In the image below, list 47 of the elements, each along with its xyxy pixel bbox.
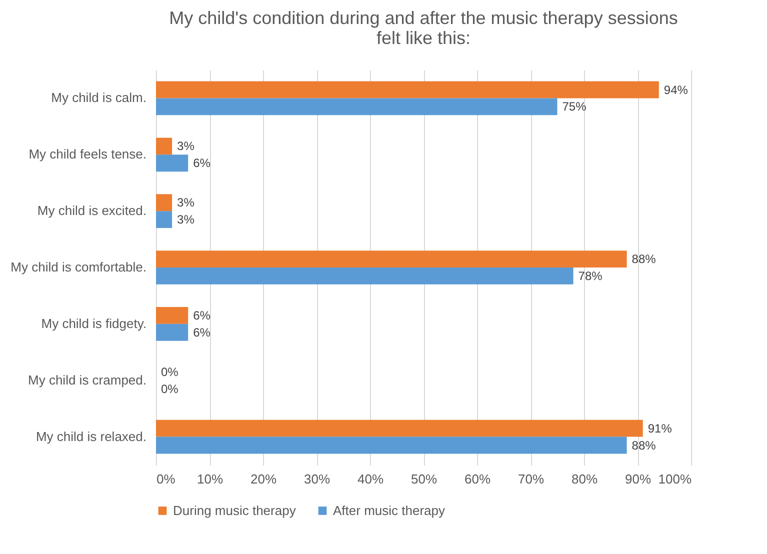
data-label: 75%: [562, 100, 587, 114]
chart-title: My child's condition during and after the music therapy sessions felt like this:: [169, 8, 678, 48]
bar: [156, 307, 188, 324]
data-label: 6%: [193, 308, 211, 322]
bar: [156, 436, 627, 454]
data-label: 3%: [177, 196, 195, 210]
bar: [156, 250, 627, 268]
bar: [156, 194, 172, 212]
data-label: 0%: [161, 364, 179, 379]
data-label: 94%: [664, 82, 688, 97]
bar: [156, 211, 172, 228]
x-tick-label: 40%: [357, 472, 384, 486]
data-label: 91%: [648, 421, 672, 436]
x-tick-label: 30%: [304, 472, 330, 486]
data-label: 3%: [177, 139, 195, 154]
y-tick-label: My child is fidgety.: [41, 316, 146, 331]
x-tick-label: 80%: [571, 472, 598, 486]
x-tick-label: 20%: [250, 472, 277, 486]
x-tick-label: 70%: [518, 472, 544, 486]
x-tick-label: 100%: [658, 472, 692, 486]
data-label: 6%: [193, 325, 211, 340]
legend-label: After music therapy: [333, 502, 446, 518]
data-label: 6%: [193, 156, 211, 170]
x-tick-label: 90%: [624, 472, 652, 486]
bar: [156, 98, 558, 116]
legend-label: During music therapy: [173, 502, 296, 518]
data-label: 3%: [177, 212, 195, 227]
bar: [156, 268, 574, 284]
bar: [156, 138, 172, 155]
bar: [156, 324, 188, 341]
y-tick-label: My child is relaxed.: [36, 428, 146, 444]
y-tick-label: My child is calm.: [51, 90, 146, 106]
x-tick-label: 60%: [464, 472, 491, 486]
data-label: 0%: [161, 382, 179, 396]
data-label: 88%: [632, 252, 656, 266]
y-tick-label: My child is comfortable.: [10, 260, 146, 274]
bar: [156, 154, 188, 172]
data-label: 88%: [632, 438, 656, 452]
y-tick-label: My child feels tense.: [28, 146, 146, 162]
x-tick-label: 0%: [156, 472, 176, 486]
bar: [156, 420, 643, 437]
y-tick-label: My child is excited.: [37, 203, 146, 218]
x-tick-label: 10%: [196, 472, 224, 486]
bar: [156, 81, 659, 98]
data-label: 78%: [578, 268, 603, 283]
x-tick-label: 50%: [410, 472, 438, 486]
y-tick-label: My child is cramped.: [28, 372, 146, 388]
